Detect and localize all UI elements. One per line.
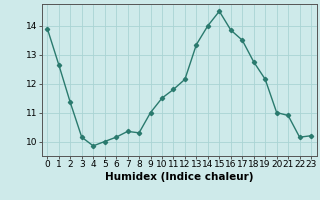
X-axis label: Humidex (Indice chaleur): Humidex (Indice chaleur) xyxy=(105,172,253,182)
